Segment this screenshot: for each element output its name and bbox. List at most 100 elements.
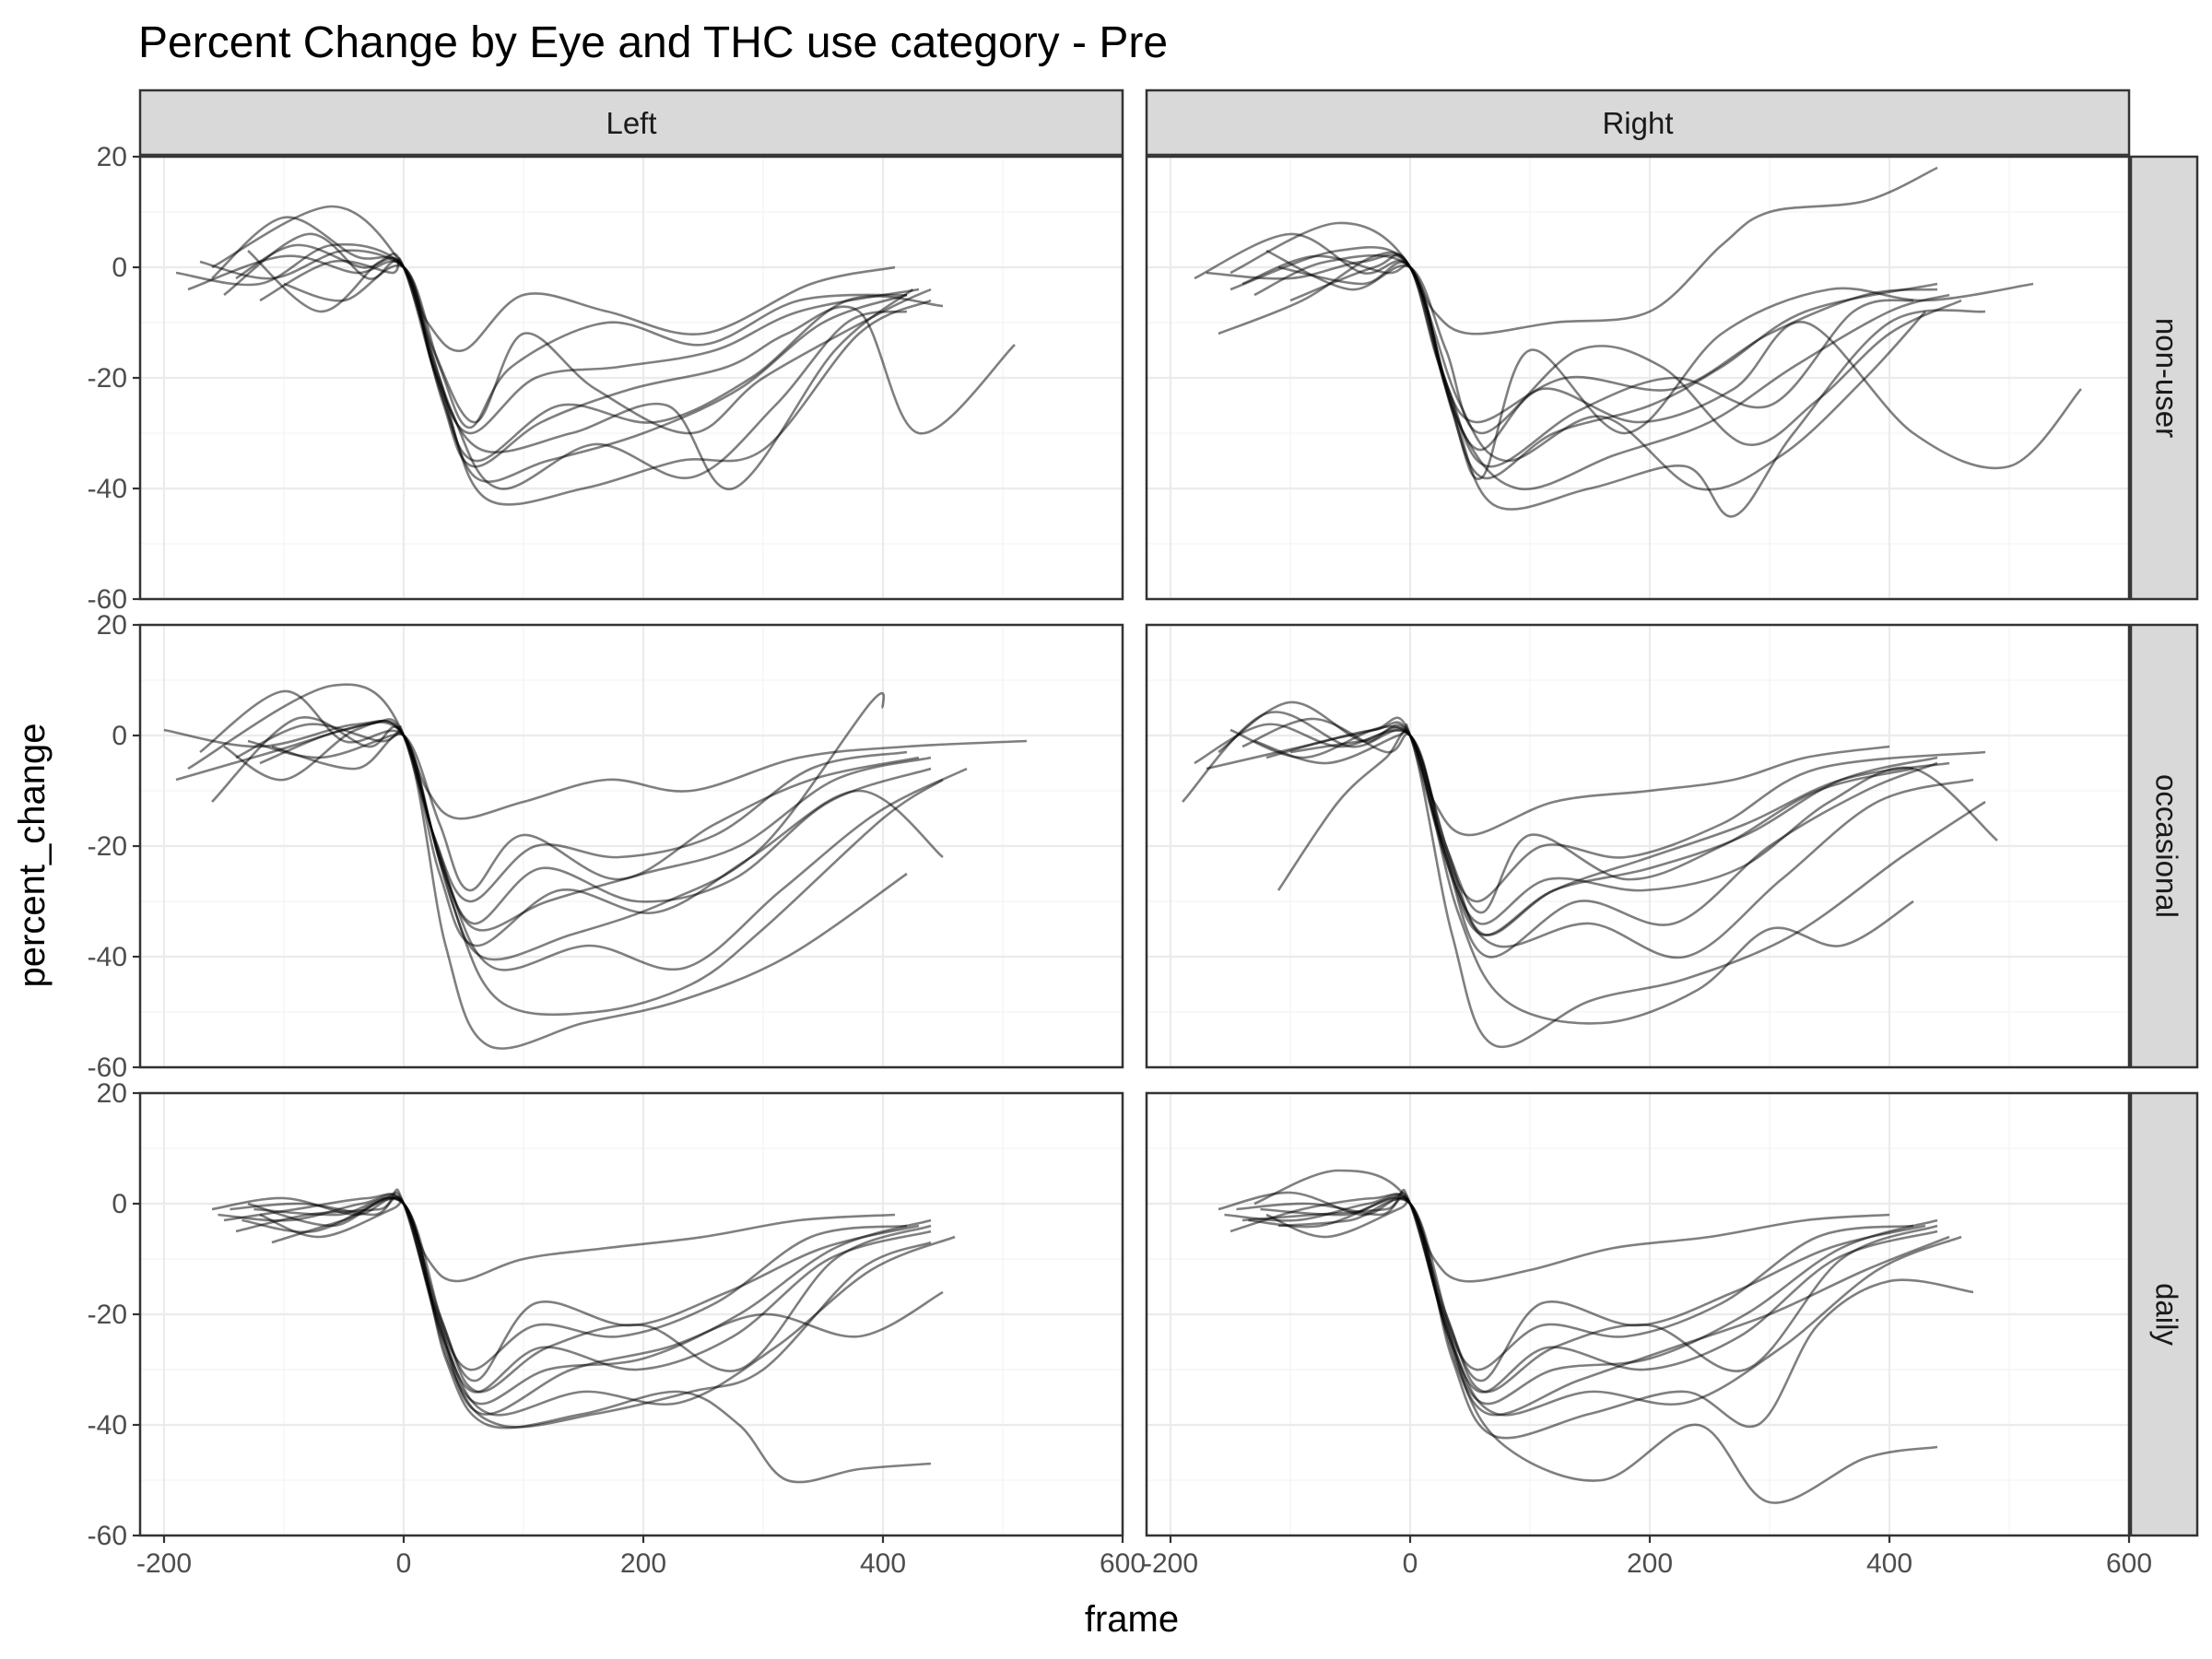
x-axis-title: frame <box>1085 1599 1179 1640</box>
y-tick-label: 20 <box>97 610 127 641</box>
series-line <box>1253 1169 1974 1440</box>
chart-title: Percent Change by Eye and THC use catego… <box>138 18 1168 67</box>
series-line <box>175 718 968 971</box>
series-line <box>223 1193 908 1371</box>
series-line <box>235 243 1016 468</box>
panel-left-occasional-traces <box>163 683 1028 1050</box>
series-line <box>199 249 896 353</box>
panel-right-non-user-border <box>1145 155 2131 601</box>
series-line <box>1260 1196 1938 1394</box>
strip-left <box>138 88 1124 157</box>
y-tick-label: 0 <box>112 253 127 283</box>
x-tick-label: 200 <box>620 1548 666 1579</box>
y-tick-label: -20 <box>88 1300 127 1330</box>
y-tick-label: 20 <box>97 1078 127 1109</box>
y-axis-occasional: 20 0 -20 -40 -60 <box>88 610 140 1083</box>
series-line <box>247 250 944 463</box>
series-line <box>1206 721 1974 959</box>
series-line <box>211 216 908 483</box>
x-tick-label: 400 <box>1866 1548 1912 1579</box>
panel-left-occasional <box>138 623 1124 1069</box>
panel-right-daily <box>1145 1091 2131 1537</box>
panel-left-daily-traces <box>211 1188 956 1484</box>
series-line <box>271 1197 932 1394</box>
series-line <box>1265 249 1962 446</box>
series-line <box>1265 1198 1890 1283</box>
y-tick-label: -60 <box>88 584 127 615</box>
panels-layer: Left Right non-user occasional daily <box>138 88 2199 1537</box>
x-tick-label: 400 <box>860 1548 906 1579</box>
panel-right-occasional <box>1145 623 2131 1069</box>
axes-layer: 200-20-40-60200-20-40-60200-20-40-60-200… <box>88 142 2152 1579</box>
y-tick-label: -40 <box>88 474 127 504</box>
series-line <box>1253 723 1938 959</box>
panel-right-daily-traces <box>1218 1169 1974 1504</box>
y-tick-label: 0 <box>112 1189 127 1219</box>
x-tick-label: 0 <box>1403 1548 1418 1579</box>
strip-label-right: Right <box>1602 106 1673 140</box>
panel-left-daily <box>138 1091 1124 1537</box>
y-tick-label: -60 <box>88 1053 127 1083</box>
panel-left-non-user-traces <box>175 205 1016 506</box>
strip-label-daily: daily <box>2149 1283 2183 1346</box>
series-line <box>1194 723 1998 925</box>
x-axis-right: -200 0 200 400 600 <box>1143 1535 2152 1579</box>
series-line <box>1224 1194 1926 1382</box>
series-line <box>187 683 908 1050</box>
series-line <box>1277 261 1914 468</box>
x-tick-label: 200 <box>1627 1548 1673 1579</box>
series-line <box>211 716 944 1017</box>
series-line <box>1289 726 1950 936</box>
strip-label-non-user: non-user <box>2149 318 2183 438</box>
y-axis-daily: 20 0 -20 -40 -60 <box>88 1078 140 1551</box>
series-line <box>1230 1193 1914 1371</box>
y-tick-label: -60 <box>88 1521 127 1551</box>
panel-right-occasional-traces <box>1182 700 1998 1049</box>
strip-non-user <box>2129 155 2199 601</box>
y-tick-label: 0 <box>112 721 127 751</box>
series-line <box>247 724 932 925</box>
strip-label-occasional: occasional <box>2149 774 2183 918</box>
series-line <box>211 205 932 435</box>
x-tick-label: -200 <box>1143 1548 1198 1579</box>
y-tick-label: -20 <box>88 363 127 394</box>
series-line <box>253 1196 932 1394</box>
series-line <box>223 232 932 506</box>
x-axis-left: -200 0 200 400 600 <box>136 1535 1146 1579</box>
series-line <box>1277 1197 1938 1394</box>
series-line <box>211 1196 932 1406</box>
series-line <box>235 1191 932 1429</box>
y-axis-title: percent_change <box>12 724 53 988</box>
series-line <box>218 1194 920 1382</box>
y-tick-label: -20 <box>88 831 127 862</box>
y-axis-non-user: 20 0 -20 -40 -60 <box>88 142 140 615</box>
series-line <box>1241 166 1938 335</box>
panel-left-non-user <box>138 155 1124 601</box>
series-line <box>223 719 944 947</box>
panel-right-daily-border <box>1145 1091 2131 1537</box>
series-line <box>259 1198 896 1283</box>
series-line <box>1230 245 2034 480</box>
series-line <box>259 691 886 961</box>
x-tick-label: 600 <box>2106 1548 2152 1579</box>
x-tick-label: 0 <box>396 1548 412 1579</box>
series-line <box>271 733 920 892</box>
x-tick-label: -200 <box>136 1548 192 1579</box>
series-line <box>235 723 1028 820</box>
series-line <box>283 264 908 429</box>
strip-daily <box>2129 1091 2199 1537</box>
series-line <box>259 257 908 490</box>
panel-right-occasional-border <box>1145 623 2131 1069</box>
strip-label-left: Left <box>606 106 656 140</box>
series-line <box>1241 1191 1938 1504</box>
strip-occasional <box>2129 623 2199 1069</box>
strip-right <box>1145 88 2131 157</box>
y-tick-label: 20 <box>97 142 127 172</box>
y-tick-label: -40 <box>88 942 127 972</box>
panel-right-non-user-traces <box>1194 166 2082 518</box>
panel-right-non-user <box>1145 155 2131 601</box>
series-line <box>1236 1195 1950 1417</box>
x-tick-label: 600 <box>1100 1548 1146 1579</box>
y-tick-label: -40 <box>88 1410 127 1441</box>
